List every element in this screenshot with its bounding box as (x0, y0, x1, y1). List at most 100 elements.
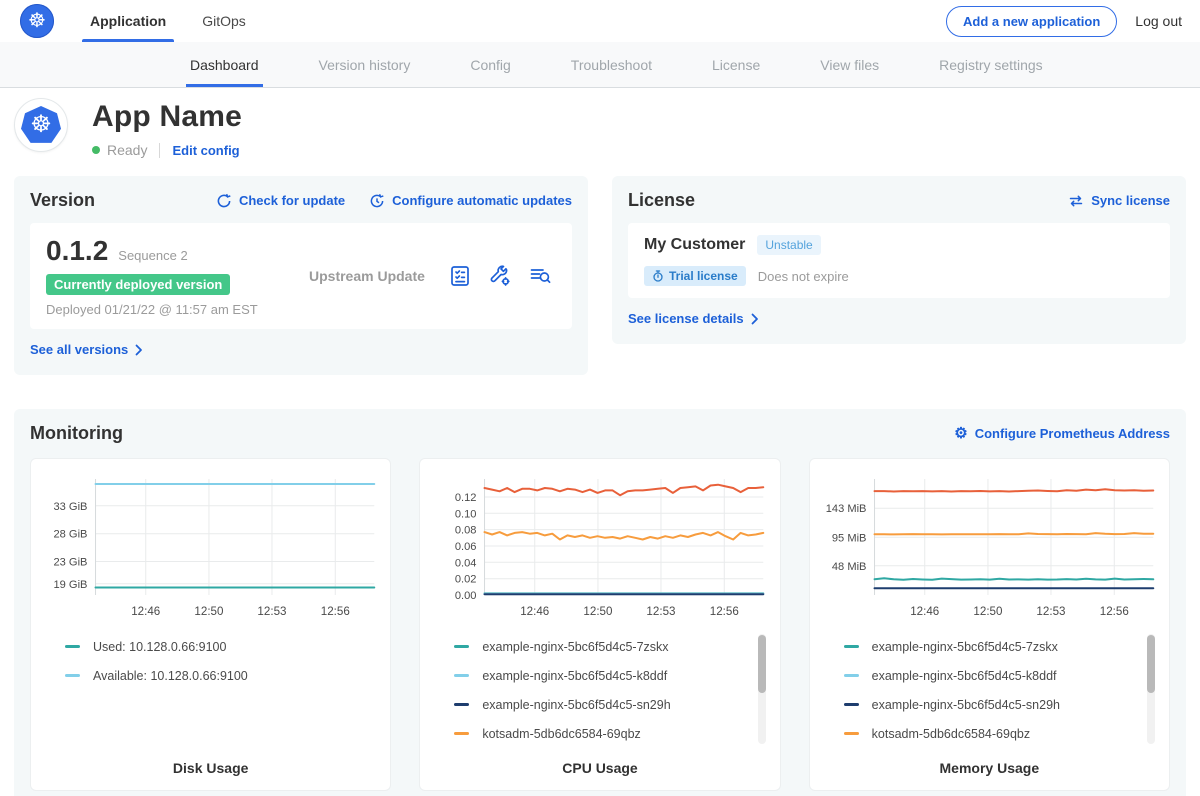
license-card-title: License (628, 190, 695, 211)
disk-usage-card: 33 GiB28 GiB23 GiB19 GiB12:4612:5012:531… (30, 458, 391, 791)
version-number: 0.1.2 (46, 235, 108, 267)
license-type-badge: Trial license (644, 266, 746, 286)
link-label: Configure automatic updates (392, 193, 572, 208)
tab-license[interactable]: License (682, 42, 790, 87)
status-text: Ready (107, 142, 147, 158)
series-dash-icon (844, 674, 859, 677)
svg-text:12:46: 12:46 (910, 606, 939, 618)
app-subnav: Dashboard Version history Config Trouble… (0, 42, 1200, 88)
legend-label: example-nginx-5bc6f5d4c5-k8ddf (872, 669, 1057, 683)
tab-troubleshoot[interactable]: Troubleshoot (541, 42, 682, 87)
logout-link[interactable]: Log out (1135, 13, 1182, 29)
diff-log-icon[interactable] (528, 264, 552, 288)
legend-item: kotsadm-5db6dc6584-69qbz (844, 719, 1159, 748)
legend-label: example-nginx-5bc6f5d4c5-sn29h (482, 698, 670, 712)
scrollbar-thumb[interactable] (758, 635, 766, 693)
customer-name: My Customer (644, 236, 745, 254)
svg-text:0.02: 0.02 (455, 574, 477, 586)
legend-item: Used: 10.128.0.66:9100 (65, 632, 380, 661)
gear-icon: ⚙ (954, 426, 967, 441)
tab-view-files[interactable]: View files (790, 42, 909, 87)
upstream-update-label: Upstream Update (301, 268, 448, 284)
tab-config[interactable]: Config (440, 42, 540, 87)
primary-nav: Application GitOps (72, 0, 264, 42)
sync-icon (1068, 194, 1084, 208)
refresh-icon (216, 193, 232, 209)
license-card: License Sync license My Customer Unstabl… (612, 176, 1186, 344)
tab-dashboard[interactable]: Dashboard (160, 42, 289, 87)
tab-registry-settings[interactable]: Registry settings (909, 42, 1072, 87)
nav-tab-gitops[interactable]: GitOps (184, 0, 264, 42)
link-label: See license details (628, 311, 744, 326)
legend-item: kotsadm-5db6dc6584-69qbz (454, 719, 769, 748)
legend-label: example-nginx-5bc6f5d4c5-k8ddf (482, 669, 667, 683)
sync-license-link[interactable]: Sync license (1068, 193, 1170, 208)
legend-scrollbar[interactable] (758, 634, 766, 744)
series-dash-icon (844, 732, 859, 735)
series-dash-icon (454, 703, 469, 706)
cpu-usage-chart: 0.120.100.080.060.040.020.0012:4612:5012… (430, 471, 769, 628)
config-wrench-icon[interactable] (488, 264, 512, 288)
add-application-button[interactable]: Add a new application (946, 6, 1117, 37)
svg-text:0.08: 0.08 (455, 525, 477, 537)
disk-usage-chart: 33 GiB28 GiB23 GiB19 GiB12:4612:5012:531… (41, 471, 380, 628)
svg-text:33 GiB: 33 GiB (54, 501, 88, 513)
svg-text:95 MiB: 95 MiB (832, 532, 867, 544)
legend-label: kotsadm-5db6dc6584-69qbz (482, 727, 640, 741)
svg-text:12:46: 12:46 (131, 606, 160, 618)
legend-label: Available: 10.128.0.66:9100 (93, 669, 248, 683)
legend-label: example-nginx-5bc6f5d4c5-7zskx (872, 640, 1058, 654)
top-navbar: ☸ Application GitOps Add a new applicati… (0, 0, 1200, 42)
scrollbar-thumb[interactable] (1147, 635, 1155, 693)
navbar-right: Add a new application Log out (946, 6, 1182, 37)
license-panel: My Customer Unstable Trial license Does … (628, 223, 1170, 298)
series-dash-icon (454, 732, 469, 735)
current-version-panel: 0.1.2 Sequence 2 Currently deployed vers… (30, 223, 572, 329)
nav-tab-label: Application (90, 13, 166, 29)
configure-automatic-updates-link[interactable]: Configure automatic updates (369, 193, 572, 209)
svg-text:12:56: 12:56 (321, 606, 350, 618)
legend-item: example-nginx-5bc6f5d4c5-sn29h (844, 690, 1159, 719)
legend-label: Used: 10.128.0.66:9100 (93, 640, 226, 654)
svg-text:12:53: 12:53 (647, 606, 676, 618)
release-notes-icon[interactable] (448, 264, 472, 288)
svg-text:12:50: 12:50 (194, 606, 223, 618)
svg-text:48 MiB: 48 MiB (832, 561, 867, 573)
kubernetes-logo-icon[interactable]: ☸ (20, 4, 54, 38)
tab-label: Registry settings (939, 57, 1042, 73)
deployed-badge: Currently deployed version (46, 274, 230, 295)
see-license-details-link[interactable]: See license details (628, 311, 759, 326)
license-expiry: Does not expire (758, 269, 849, 284)
edit-config-link[interactable]: Edit config (172, 143, 239, 158)
deployed-timestamp: Deployed 01/21/22 @ 11:57 am EST (46, 302, 301, 317)
schedule-update-icon (369, 193, 385, 209)
chevron-right-icon (751, 313, 759, 325)
series-dash-icon (844, 703, 859, 706)
see-all-versions-link[interactable]: See all versions (30, 342, 143, 357)
monitoring-section: Monitoring ⚙ Configure Prometheus Addres… (14, 409, 1186, 796)
cpu-usage-card: 0.120.100.080.060.040.020.0012:4612:5012… (419, 458, 780, 791)
nav-tab-label: GitOps (202, 13, 246, 29)
link-label: Check for update (239, 193, 345, 208)
svg-text:12:46: 12:46 (521, 606, 550, 618)
chart-title: Disk Usage (41, 748, 380, 776)
svg-text:12:50: 12:50 (584, 606, 613, 618)
svg-text:28 GiB: 28 GiB (54, 529, 88, 541)
svg-text:0.10: 0.10 (455, 508, 477, 520)
configure-prometheus-link[interactable]: ⚙ Configure Prometheus Address (954, 426, 1170, 441)
svg-text:23 GiB: 23 GiB (54, 557, 88, 569)
chevron-right-icon (135, 344, 143, 356)
nav-tab-application[interactable]: Application (72, 0, 184, 42)
tab-version-history[interactable]: Version history (289, 42, 441, 87)
svg-text:12:56: 12:56 (710, 606, 739, 618)
legend-label: example-nginx-5bc6f5d4c5-sn29h (872, 698, 1060, 712)
legend-item: example-nginx-5bc6f5d4c5-k8ddf (844, 661, 1159, 690)
link-label: Configure Prometheus Address (975, 426, 1170, 441)
monitoring-title: Monitoring (30, 423, 123, 444)
series-dash-icon (844, 645, 859, 648)
check-for-update-link[interactable]: Check for update (216, 193, 345, 209)
memory-usage-legend: example-nginx-5bc6f5d4c5-7zskx example-n… (820, 632, 1159, 748)
svg-text:0.04: 0.04 (455, 557, 477, 569)
svg-text:143 MiB: 143 MiB (825, 503, 866, 515)
legend-scrollbar[interactable] (1147, 634, 1155, 744)
